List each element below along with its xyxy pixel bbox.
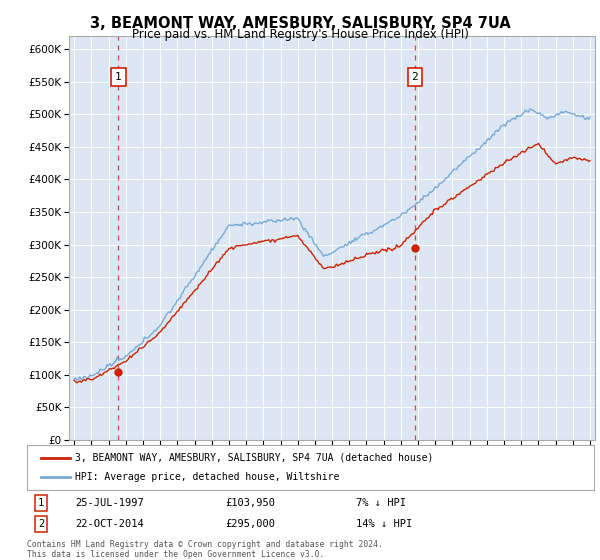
Text: 3, BEAMONT WAY, AMESBURY, SALISBURY, SP4 7UA: 3, BEAMONT WAY, AMESBURY, SALISBURY, SP4… bbox=[89, 16, 511, 31]
Text: £295,000: £295,000 bbox=[226, 519, 275, 529]
Text: 25-JUL-1997: 25-JUL-1997 bbox=[75, 498, 144, 508]
Text: 2: 2 bbox=[412, 72, 418, 82]
Text: Contains HM Land Registry data © Crown copyright and database right 2024.
This d: Contains HM Land Registry data © Crown c… bbox=[27, 540, 383, 559]
Text: HPI: Average price, detached house, Wiltshire: HPI: Average price, detached house, Wilt… bbox=[75, 473, 340, 483]
Text: Price paid vs. HM Land Registry's House Price Index (HPI): Price paid vs. HM Land Registry's House … bbox=[131, 28, 469, 41]
Text: 3, BEAMONT WAY, AMESBURY, SALISBURY, SP4 7UA (detached house): 3, BEAMONT WAY, AMESBURY, SALISBURY, SP4… bbox=[75, 452, 434, 463]
Text: 14% ↓ HPI: 14% ↓ HPI bbox=[356, 519, 412, 529]
Text: 7% ↓ HPI: 7% ↓ HPI bbox=[356, 498, 406, 508]
Text: 2: 2 bbox=[38, 519, 44, 529]
Text: 1: 1 bbox=[115, 72, 122, 82]
Text: 22-OCT-2014: 22-OCT-2014 bbox=[75, 519, 144, 529]
Text: £103,950: £103,950 bbox=[226, 498, 275, 508]
Text: 1: 1 bbox=[38, 498, 44, 508]
